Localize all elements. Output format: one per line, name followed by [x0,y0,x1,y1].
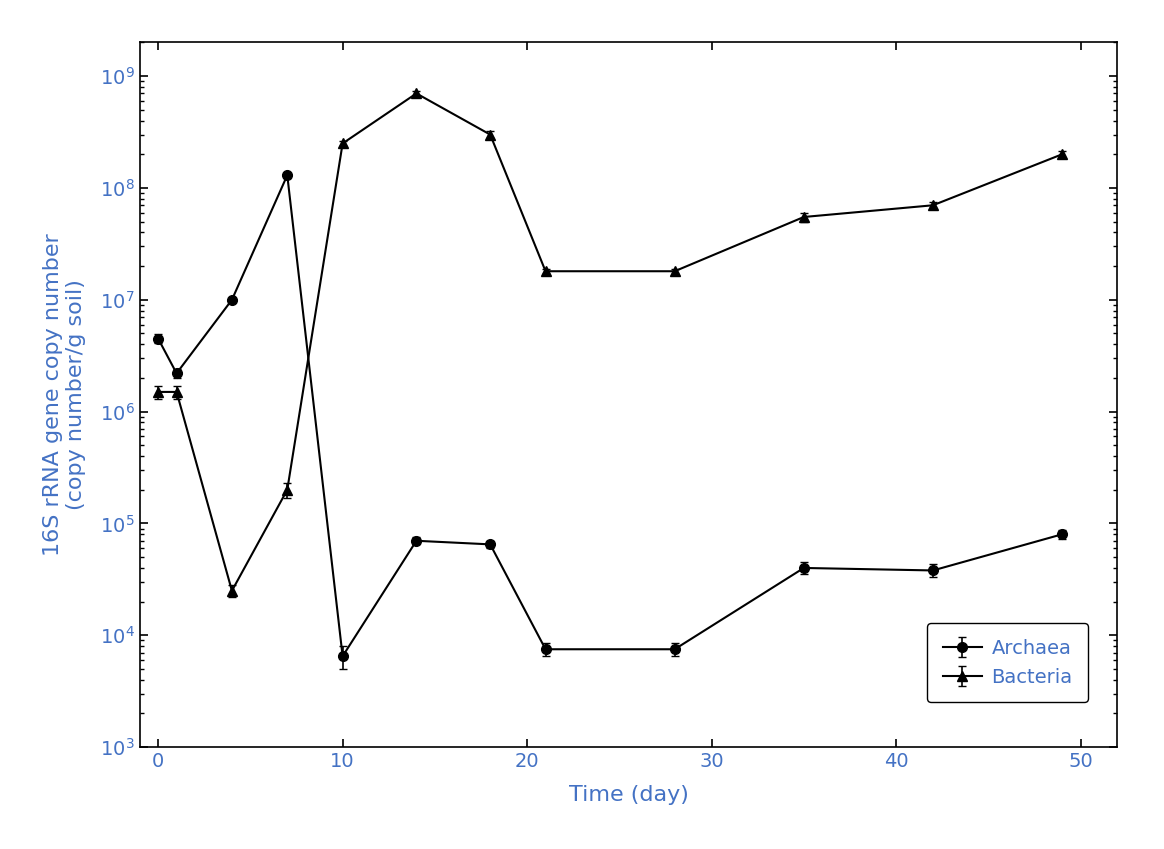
Y-axis label: 16S rRNA gene copy number
(copy number/g soil): 16S rRNA gene copy number (copy number/g… [43,233,86,556]
X-axis label: Time (day): Time (day) [569,784,688,805]
Legend: Archaea, Bacteria: Archaea, Bacteria [928,623,1088,702]
